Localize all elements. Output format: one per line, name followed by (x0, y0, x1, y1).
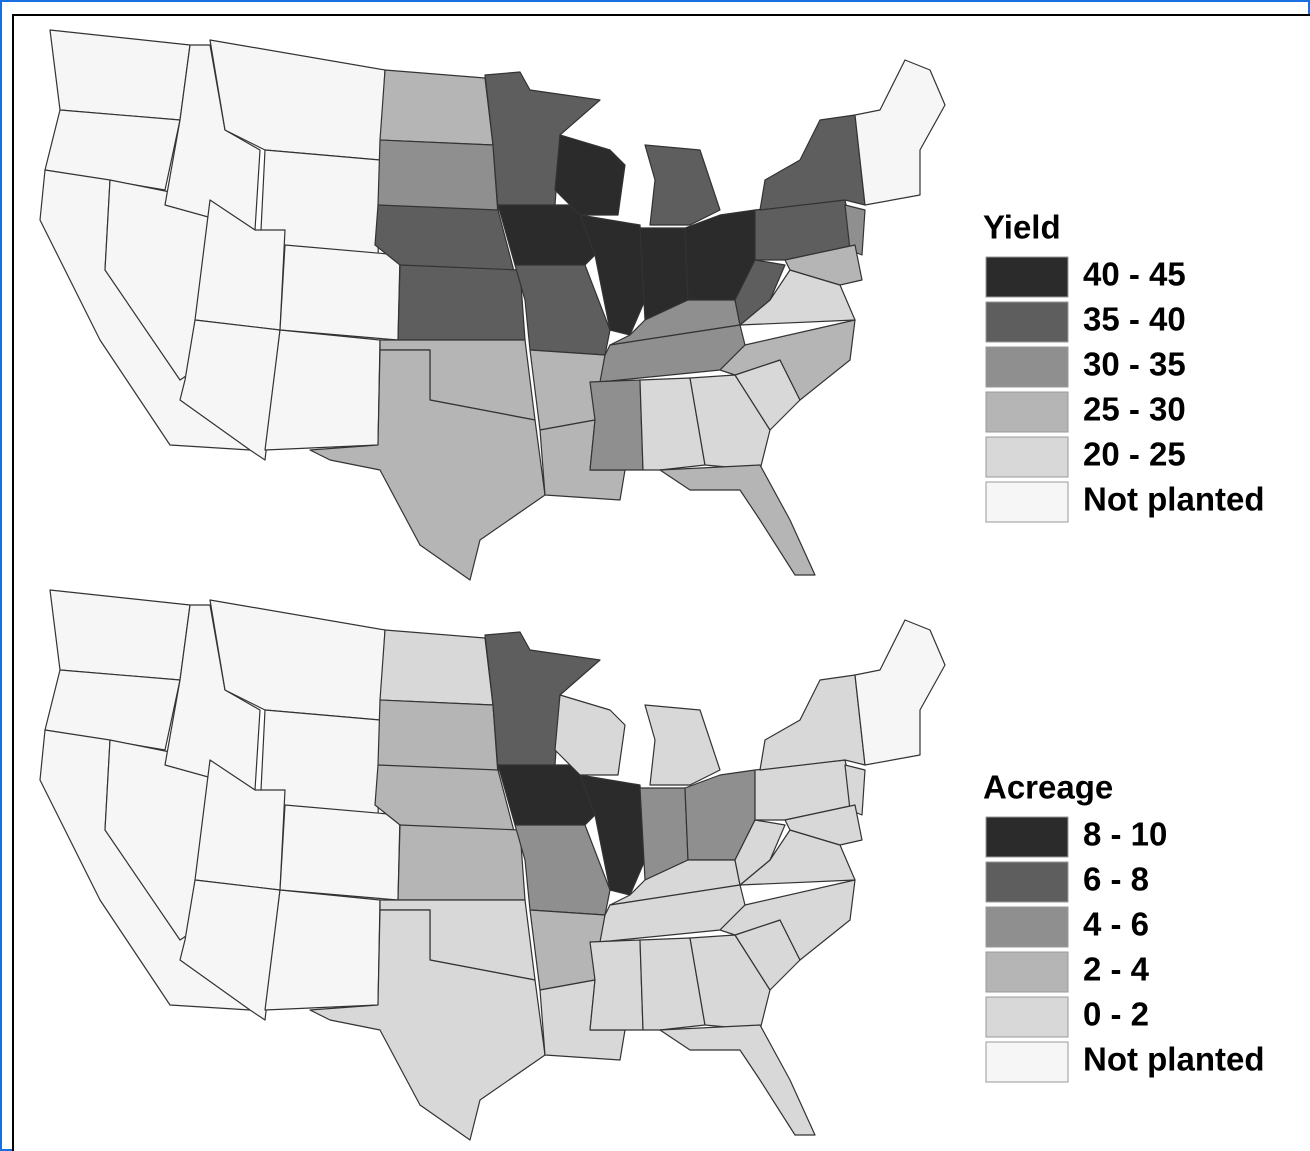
legend-label: Not planted (1083, 1041, 1264, 1078)
state (377, 699, 499, 776)
legend-swatch (985, 346, 1069, 388)
legend-swatch (985, 256, 1069, 298)
state (379, 69, 494, 146)
state (854, 619, 946, 766)
legend-title: Yield (983, 209, 1061, 246)
state (639, 937, 706, 1031)
state (309, 909, 546, 1141)
state (719, 879, 856, 961)
state (379, 629, 494, 706)
legend-label: 8 - 10 (1083, 816, 1167, 853)
legend-swatch (985, 951, 1069, 993)
maps: Yield 40 - 45 35 - 40 30 - 35 25 - 30 20 - 25… (39, 29, 1264, 1141)
state (734, 259, 786, 326)
state (264, 329, 381, 451)
state (309, 349, 546, 581)
state (164, 604, 261, 791)
legend-swatch (985, 481, 1069, 523)
state (589, 939, 644, 1031)
legend-swatch (985, 436, 1069, 478)
legend: Acreage 8 - 10 6 - 8 4 - 6 2 - 4 0 - 2 Not pla… (983, 769, 1264, 1083)
legend-swatch (985, 906, 1069, 948)
legend-title: Acreage (983, 769, 1113, 806)
state (844, 204, 866, 256)
state (164, 44, 261, 231)
state (397, 264, 526, 341)
legend-label: 20 - 25 (1083, 436, 1186, 473)
legend-swatch (985, 816, 1069, 858)
state (784, 804, 863, 846)
state (49, 29, 191, 121)
legend-label: 4 - 6 (1083, 906, 1149, 943)
legend-label: 40 - 45 (1083, 256, 1186, 293)
legend-label: 35 - 40 (1083, 301, 1186, 338)
us-map (39, 29, 946, 581)
legend-label: 6 - 8 (1083, 861, 1149, 898)
state (264, 889, 381, 1011)
state (44, 669, 181, 751)
legend-swatch (985, 1041, 1069, 1083)
state (854, 59, 946, 206)
legend-swatch (985, 391, 1069, 433)
state (659, 464, 816, 576)
state (644, 704, 721, 786)
legend-label: 0 - 2 (1083, 996, 1149, 1033)
legend-swatch (985, 301, 1069, 343)
state (554, 694, 626, 776)
legend-swatch (985, 861, 1069, 903)
legend: Yield 40 - 45 35 - 40 30 - 35 25 - 30 20 - 25… (983, 209, 1264, 523)
legend-label: 25 - 30 (1083, 391, 1186, 428)
state (734, 819, 786, 886)
state (279, 244, 401, 341)
state (554, 134, 626, 216)
state (497, 204, 596, 266)
state (49, 589, 191, 681)
state (44, 109, 181, 191)
state (844, 764, 866, 816)
state (589, 379, 644, 471)
state (784, 244, 863, 286)
state (279, 804, 401, 901)
state (377, 139, 499, 216)
state (639, 377, 706, 471)
legend-swatch (985, 996, 1069, 1038)
us-map (39, 589, 946, 1141)
state (644, 144, 721, 226)
legend-label: 2 - 4 (1083, 951, 1150, 988)
legend-label: 30 - 35 (1083, 346, 1186, 383)
legend-label: Not planted (1083, 481, 1264, 518)
state (397, 824, 526, 901)
state (497, 764, 596, 826)
state (719, 319, 856, 401)
state (659, 1024, 816, 1136)
